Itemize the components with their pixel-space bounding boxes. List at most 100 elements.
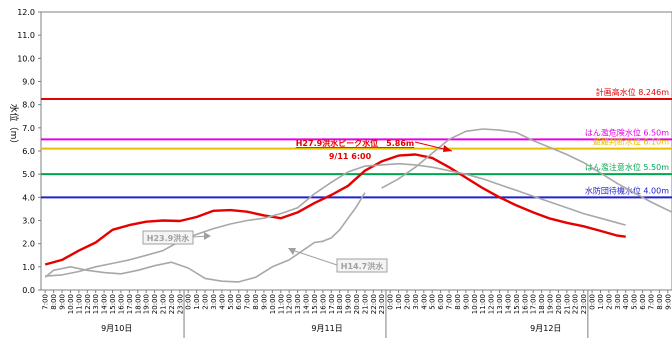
x-tick-label: 3:00 xyxy=(210,294,218,310)
h14-label: H14.7洪水 xyxy=(341,261,384,271)
x-tick-label: 8:00 xyxy=(656,294,664,310)
series-line xyxy=(44,192,366,283)
x-tick-label: 16:00 xyxy=(117,294,125,314)
x-tick-label: 9:00 xyxy=(664,294,672,310)
x-tick-label: 21:00 xyxy=(159,294,167,314)
x-tick-label: 21:00 xyxy=(361,294,369,314)
plot-frame xyxy=(40,11,672,291)
y-tick-label: 5.0 xyxy=(22,170,35,179)
series-line xyxy=(381,128,672,214)
x-tick-label: 19:00 xyxy=(547,294,555,314)
x-tick-label: 12:00 xyxy=(286,294,294,314)
x-tick-label: 2:00 xyxy=(605,294,613,310)
x-tick-label: 18:00 xyxy=(336,294,344,314)
x-tick-label: 19:00 xyxy=(143,294,151,314)
x-tick-label: 3:00 xyxy=(412,294,420,310)
reference-line-label: 計画高水位 8.246m xyxy=(596,87,669,97)
x-tick-label: 13:00 xyxy=(92,294,100,314)
x-tick-label: 21:00 xyxy=(563,294,571,314)
x-tick-label: 4:00 xyxy=(622,294,630,310)
x-tick-label: 4:00 xyxy=(218,294,226,310)
peak-annotation-time: 9/11 6:00 xyxy=(329,152,372,161)
y-tick-label: 3.0 xyxy=(22,217,35,226)
x-tick-label: 22:00 xyxy=(572,294,580,314)
x-tick-label: 9:00 xyxy=(59,294,67,310)
x-tick-label: 19:00 xyxy=(345,294,353,314)
x-tick-label: 17:00 xyxy=(530,294,538,314)
x-tick-label: 20:00 xyxy=(353,294,361,314)
x-tick-label: 18:00 xyxy=(538,294,546,314)
x-tick-label: 7:00 xyxy=(42,294,50,310)
peak-annotation-title: H27.9洪水ピーク水位 5.86m xyxy=(296,138,415,148)
h14-arrow-line xyxy=(291,249,338,266)
x-tick-label: 10:00 xyxy=(471,294,479,314)
x-tick-label: 15:00 xyxy=(109,294,117,314)
x-tick-label: 5:00 xyxy=(227,294,235,310)
x-tick-label: 0:00 xyxy=(387,294,395,310)
x-tick-label: 11:00 xyxy=(277,294,285,314)
x-tick-label: 23:00 xyxy=(176,294,184,314)
x-tick-label: 14:00 xyxy=(303,294,311,314)
x-tick-label: 20:00 xyxy=(555,294,563,314)
h23-arrow-head xyxy=(204,232,211,240)
x-tick-label: 10:00 xyxy=(269,294,277,314)
h14-label-box xyxy=(336,258,388,273)
x-tick-label: 12:00 xyxy=(84,294,92,314)
x-tick-label: 23:00 xyxy=(378,294,386,314)
date-label: 9月11日 xyxy=(311,324,342,333)
x-tick-label: 18:00 xyxy=(134,294,142,314)
reference-line-label: はん濫注意水位 5.50m xyxy=(585,162,669,172)
x-tick-label: 11:00 xyxy=(75,294,83,314)
x-tick-label: 13:00 xyxy=(496,294,504,314)
x-tick-label: 8:00 xyxy=(454,294,462,310)
x-tick-label: 3:00 xyxy=(614,294,622,310)
y-tick-label: 6.0 xyxy=(22,147,35,156)
x-tick-label: 7:00 xyxy=(446,294,454,310)
x-tick-label: 5:00 xyxy=(631,294,639,310)
y-tick-label: 12.0 xyxy=(17,8,35,17)
x-tick-label: 8:00 xyxy=(252,294,260,310)
h23-label-box xyxy=(142,230,194,245)
y-tick-label: 1.0 xyxy=(22,263,35,272)
x-tick-label: 7:00 xyxy=(647,294,655,310)
series-lines xyxy=(44,128,672,283)
x-tick-label: 4:00 xyxy=(420,294,428,310)
y-axis-label: 水位（m） xyxy=(8,104,20,149)
x-tick-label: 14:00 xyxy=(101,294,109,314)
y-tick-label: 9.0 xyxy=(22,78,35,87)
y-tick-label: 0.0 xyxy=(22,286,35,295)
x-tick-label: 15:00 xyxy=(513,294,521,314)
x-tick-label: 23:00 xyxy=(580,294,588,314)
x-tick-label: 2:00 xyxy=(403,294,411,310)
x-tick-label: 12:00 xyxy=(488,294,496,314)
h23-label: H23.9洪水 xyxy=(147,233,190,243)
annotations: H27.9洪水ピーク水位 5.86m 9/11 6:00 H23.9洪水 H14.7洪… xyxy=(142,138,453,273)
y-tick-label: 8.0 xyxy=(22,101,35,110)
x-tick-label: 15:00 xyxy=(311,294,319,314)
series-line xyxy=(45,162,626,277)
x-tick-label: 9:00 xyxy=(260,294,268,310)
x-tick-label: 16:00 xyxy=(319,294,327,314)
y-tick-label: 2.0 xyxy=(22,240,35,249)
x-tick-label: 2:00 xyxy=(202,294,210,310)
x-tick-label: 17:00 xyxy=(328,294,336,314)
x-tick-label: 16:00 xyxy=(521,294,529,314)
x-tick-label: 0:00 xyxy=(589,294,597,310)
reference-line-label: 避難判断水位 6.10m xyxy=(593,137,669,147)
x-tick-label: 10:00 xyxy=(67,294,75,314)
x-tick-label: 9:00 xyxy=(462,294,470,310)
reference-line-label: はん濫危険水位 6.50m xyxy=(585,127,669,137)
x-tick-label: 7:00 xyxy=(244,294,252,310)
x-tick-label: 1:00 xyxy=(395,294,403,310)
axes: 0.0 1.0 2.0 3.0 4.0 5.0 6.0 7.0 8.0 9.0 10.0 11.0 12… xyxy=(8,8,672,338)
x-tick-label: 17:00 xyxy=(126,294,134,314)
series-line xyxy=(44,153,626,266)
peak-arrow-head xyxy=(443,145,452,152)
y-tick-label: 4.0 xyxy=(22,193,35,202)
x-tick-label: 14:00 xyxy=(504,294,512,314)
x-tick-label: 6:00 xyxy=(639,294,647,310)
x-tick-label: 22:00 xyxy=(370,294,378,314)
